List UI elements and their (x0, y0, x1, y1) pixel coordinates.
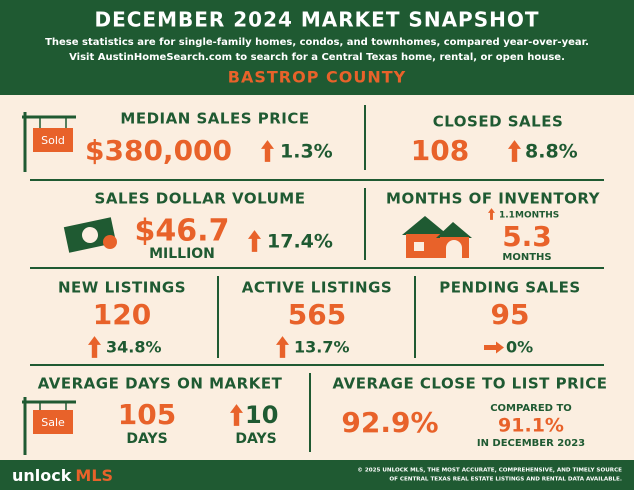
stat-value: 120 (93, 298, 151, 331)
coin (103, 235, 117, 249)
sold-sign (22, 112, 76, 172)
stat-change: 10 (245, 401, 278, 429)
stat-label: NEW LISTINGS (58, 279, 186, 297)
stat-label: MONTHS OF INVENTORY (386, 190, 601, 208)
stat-unit: MONTHS (502, 252, 551, 263)
stat-label: ACTIVE LISTINGS (242, 279, 392, 297)
stat-value: 108 (411, 134, 469, 167)
house-icon (402, 216, 472, 258)
stat-label: CLOSED SALES (433, 113, 564, 131)
copyright: © 2025 UNLOCK MLS, THE MOST ACCURATE, CO… (357, 468, 622, 474)
header-band (0, 0, 634, 95)
sale-sign (22, 397, 76, 455)
stat-label: AVERAGE DAYS ON MARKET (38, 375, 283, 393)
copyright: OF CENTRAL TEXAS REAL ESTATE LISTINGS AN… (389, 477, 622, 483)
brand: unlock MLS (12, 466, 113, 485)
compare-period: IN DECEMBER 2023 (477, 438, 585, 449)
stat-change: 8.8% (525, 141, 578, 163)
footer-band (0, 460, 634, 490)
stat-value: 92.9% (341, 406, 438, 439)
stat-value: $46.7 (135, 214, 230, 249)
subtitle: Visit AustinHomeSearch.com to search for… (69, 52, 565, 63)
stat-value: 95 (491, 298, 530, 331)
stat-change: 1.3% (280, 141, 333, 163)
stat-change: 17.4% (267, 231, 333, 253)
stat-value: 5.3 (502, 220, 552, 253)
brand-a: unlock (12, 466, 72, 485)
stat-change: 0% (506, 338, 533, 357)
brand-b: MLS (75, 466, 113, 485)
stat-unit: MILLION (149, 246, 215, 262)
stat-label: AVERAGE CLOSE TO LIST PRICE (333, 375, 608, 393)
stat-value: 565 (288, 298, 346, 331)
stat-unit: DAYS (126, 431, 167, 447)
stat-change: 34.8% (106, 338, 162, 357)
stat-label: MEDIAN SALES PRICE (120, 110, 309, 128)
region: BASTROP COUNTY (228, 68, 406, 87)
sign-text: Sold (41, 134, 65, 147)
compare-label: COMPARED TO (490, 403, 572, 414)
money-icon (63, 217, 117, 253)
stat-change: 1.1 (499, 211, 515, 221)
stat-value: 105 (118, 398, 176, 431)
stat-label: SALES DOLLAR VOLUME (95, 190, 306, 208)
stat-change-unit: DAYS (235, 431, 276, 447)
stat-label: PENDING SALES (439, 279, 580, 297)
subtitle: These statistics are for single-family h… (45, 37, 589, 48)
stat-change: 13.7% (294, 338, 350, 357)
stat-change-unit: MONTHS (515, 211, 559, 221)
stat-value: $380,000 (85, 134, 232, 167)
sign-text: Sale (41, 416, 65, 429)
title: DECEMBER 2024 MARKET SNAPSHOT (94, 8, 539, 32)
compare-value: 91.1% (498, 415, 564, 437)
dividers (30, 105, 604, 452)
